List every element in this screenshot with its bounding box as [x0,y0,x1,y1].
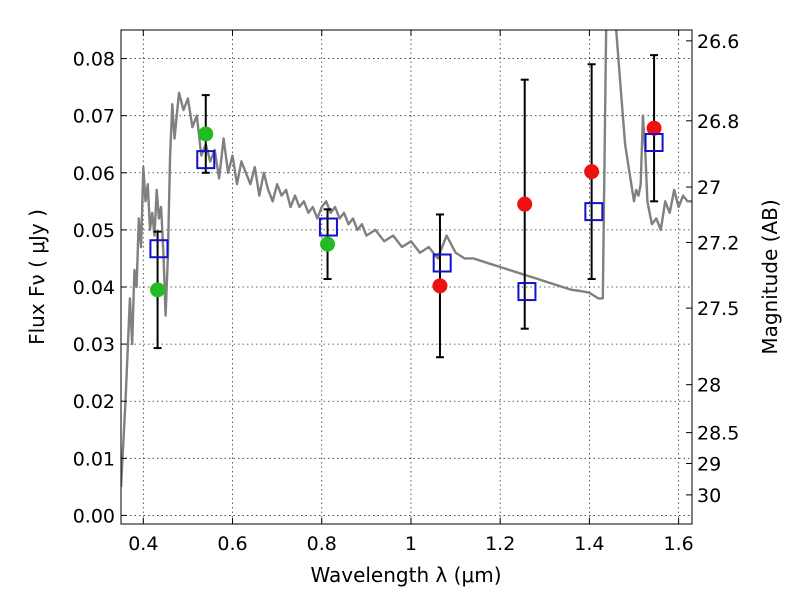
x-tick-label: 0.8 [307,533,337,555]
model-point [149,239,169,259]
x-tick-label: 0.4 [128,533,158,555]
y-tick-label: 0.04 [73,277,115,299]
mag-tick-label: 29 [697,453,721,475]
y-tick-label: 0.05 [73,220,115,242]
model-point [318,217,338,237]
data-point [432,278,448,294]
plot-frame [120,29,693,525]
data-point [320,236,336,252]
data-point [150,282,166,298]
model-spectrum [121,30,692,487]
grid [121,30,692,524]
x-tick-label: 1.4 [574,533,604,555]
model-point [196,150,216,170]
x-tick-label: 0.6 [217,533,247,555]
mag-tick-label: 27.2 [697,232,739,254]
y-tick-label: 0.03 [73,334,115,356]
mag-tick-label: 27.5 [697,298,739,320]
data-point [198,126,214,142]
x-tick-label: 1 [405,533,417,555]
x-tick-label: 1.2 [485,533,515,555]
data-points [149,54,664,359]
y-tick-label: 0.01 [73,448,115,470]
x-tick-label: 1.6 [664,533,694,555]
model-point [644,133,664,153]
axis-ticks: 0.4 0.6 0.8 1 1.2 1.4 1.6 0.00 0.01 0.02 0.03 0.04 0… [73,30,739,555]
data-point [646,120,662,136]
data-point [584,164,600,180]
x-axis-label: Wavelength λ (μm) [310,563,501,587]
y-tick-label: 0.06 [73,163,115,185]
y2-axis-label: Magnitude (AB) [758,199,782,354]
model-point [432,253,452,273]
spectrum-line [121,30,692,487]
data-point [517,196,533,212]
y-tick-label: 0.02 [73,391,115,413]
mag-tick-label: 26.8 [697,111,739,133]
mag-tick-label: 27 [697,177,721,199]
model-point [517,282,537,302]
model-point [584,202,604,222]
y-tick-label: 0.07 [73,106,115,128]
y-tick-label: 0.00 [73,505,115,527]
mag-tick-label: 30 [697,485,721,507]
mag-tick-label: 28 [697,375,721,397]
mag-tick-label: 26.6 [697,31,739,53]
y-axis-label: Flux Fν ( μJy ) [25,209,49,345]
mag-tick-label: 28.5 [697,423,739,445]
y-tick-label: 0.08 [73,49,115,71]
